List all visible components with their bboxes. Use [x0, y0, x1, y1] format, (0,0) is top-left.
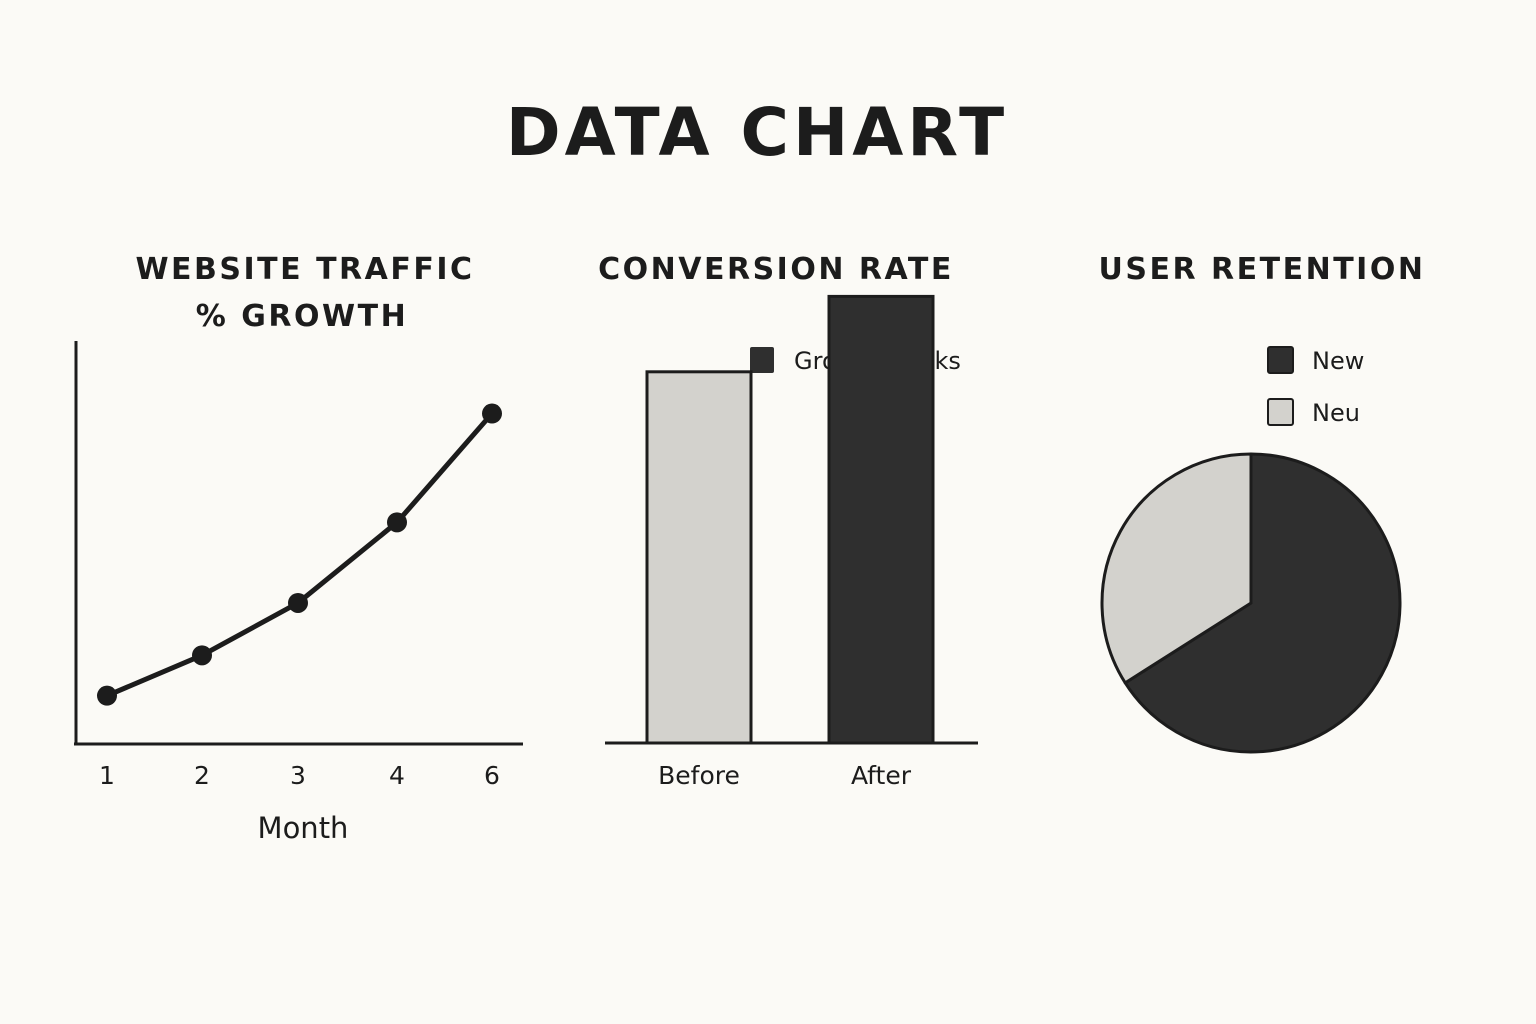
bar-before — [645, 370, 753, 745]
traffic-series-line — [104, 411, 495, 699]
pie-legend-label-neu: Neu — [1312, 399, 1360, 427]
pie-slice-neu — [1100, 452, 1253, 685]
traffic-point-month-6 — [482, 403, 502, 424]
page-title: DATA CHART — [506, 94, 1008, 171]
pie-chart-legend: New Neu — [1267, 346, 1364, 427]
pie-slice-new — [1123, 452, 1402, 754]
bar-chart-title: CONVERSION RATE — [598, 252, 954, 287]
pie-legend-swatch-neu — [1267, 398, 1294, 426]
line-x-tick-label: 4 — [389, 761, 405, 790]
pie-legend-swatch-new — [1267, 346, 1294, 374]
website-traffic-chart: WEBSITE TRAFFIC % GROWTH 1 2 3 4 6 Month — [74, 252, 523, 845]
traffic-point-month-2 — [192, 645, 212, 666]
traffic-point-month-3 — [288, 592, 308, 613]
pie-chart-title: USER RETENTION — [1099, 252, 1426, 287]
line-x-tick-label: 3 — [290, 761, 306, 790]
line-chart-x-axis-title: Month — [258, 811, 349, 845]
traffic-point-month-1 — [97, 685, 117, 706]
user-retention-chart: USER RETENTION New Neu — [1099, 252, 1426, 754]
line-x-tick-label: 2 — [194, 761, 210, 790]
line-x-tick-label: 1 — [99, 761, 115, 790]
bar-x-tick-label: Before — [658, 761, 740, 790]
line-x-tick-label: 6 — [484, 761, 500, 790]
line-chart-title-line-2: % GROWTH — [196, 299, 408, 334]
bar-x-tick-label: After — [851, 761, 912, 790]
line-chart-title-line-1: WEBSITE TRAFFIC — [135, 252, 474, 287]
pie-legend-label-new: New — [1312, 347, 1364, 375]
traffic-point-month-4 — [387, 512, 407, 533]
bar-legend-swatch — [750, 347, 774, 373]
bar-after — [827, 294, 935, 745]
